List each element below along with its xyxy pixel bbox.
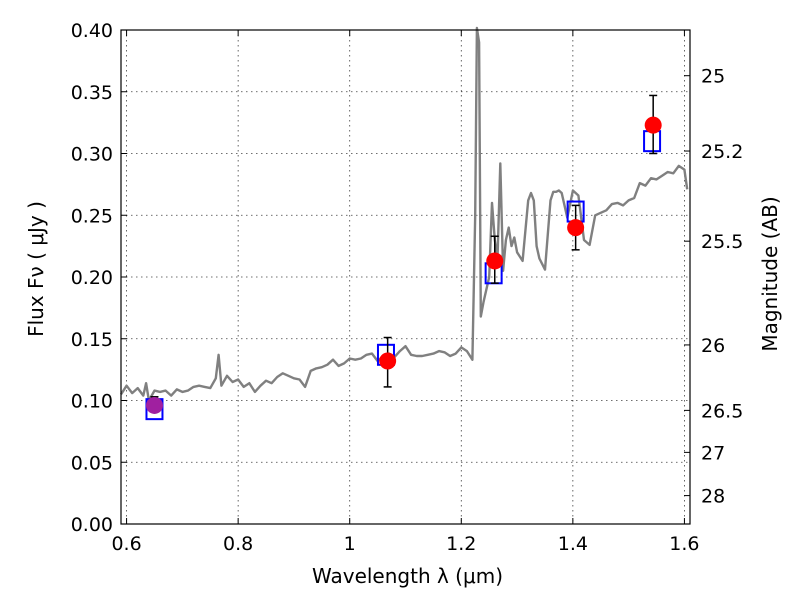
y-tick-label: 0.15 — [71, 329, 113, 351]
x-tick-label: 1 — [344, 533, 356, 555]
y-tick-label: 0.20 — [71, 267, 113, 289]
observed-point — [486, 252, 504, 270]
right-tick-label: 26 — [701, 335, 725, 357]
right-tick-label: 25.5 — [701, 231, 743, 253]
y-axis-label: Flux Fν ( μJy ) — [24, 201, 48, 337]
right-tick-label: 26.5 — [701, 400, 743, 422]
y-tick-label: 0.40 — [71, 20, 113, 42]
observed-point — [567, 219, 585, 237]
y-tick-label: 0.10 — [71, 391, 113, 413]
x-tick-label: 1.2 — [446, 533, 476, 555]
y-tick-label: 0.35 — [71, 82, 113, 104]
y-tick-label: 0.00 — [71, 514, 113, 536]
observed-point — [379, 352, 397, 370]
y-tick-label: 0.25 — [71, 205, 113, 227]
x-tick-label: 0.8 — [223, 533, 253, 555]
y-tick-label: 0.05 — [71, 452, 113, 474]
x-tick-label: 1.4 — [558, 533, 588, 555]
right-tick-label: 28 — [701, 486, 725, 508]
x-axis-label: Wavelength λ (μm) — [312, 564, 503, 588]
right-tick-label: 25 — [701, 66, 725, 88]
right-tick-label: 25.2 — [701, 141, 743, 163]
ticks-layer: 0.6 0.8 1 1.2 1.4 1.6 0.00 0.05 0.10 0.15 0.20 0.25… — [71, 20, 744, 555]
observed-point — [145, 396, 163, 414]
right-y-axis-label: Magnitude (AB) — [758, 196, 782, 351]
x-tick-label: 1.6 — [669, 533, 699, 555]
observed-point — [644, 116, 662, 134]
observed-points-layer — [145, 94, 662, 414]
x-tick-label: 0.6 — [111, 533, 141, 555]
y-tick-label: 0.30 — [71, 144, 113, 166]
right-tick-label: 27 — [701, 442, 725, 464]
